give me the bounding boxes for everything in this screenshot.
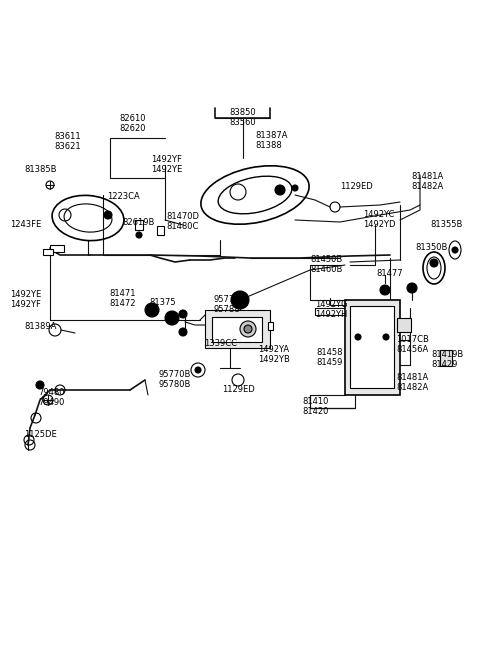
Text: 81355B: 81355B <box>430 220 462 229</box>
Bar <box>50 245 64 252</box>
Circle shape <box>383 334 389 340</box>
Bar <box>135 220 143 230</box>
Circle shape <box>240 321 256 337</box>
Text: 81470D
81480C: 81470D 81480C <box>166 212 199 231</box>
Text: 79480
79490: 79480 79490 <box>39 388 65 407</box>
Text: 1492YG
1492YH: 1492YG 1492YH <box>315 300 348 319</box>
Text: 81350B: 81350B <box>415 243 447 252</box>
Circle shape <box>36 381 44 389</box>
Circle shape <box>292 185 298 191</box>
Bar <box>440 350 452 366</box>
Circle shape <box>165 311 179 325</box>
Circle shape <box>355 334 361 340</box>
Circle shape <box>430 259 438 267</box>
Text: 81375: 81375 <box>150 298 176 307</box>
Circle shape <box>145 303 159 317</box>
Text: 81385B: 81385B <box>24 165 57 174</box>
Text: 81387A
81388: 81387A 81388 <box>256 131 288 150</box>
Bar <box>397 318 411 332</box>
Text: 81477: 81477 <box>376 269 403 278</box>
Text: 82610
82620: 82610 82620 <box>120 114 146 133</box>
Circle shape <box>275 185 285 195</box>
Text: 83611
83621: 83611 83621 <box>55 132 81 151</box>
Bar <box>268 322 273 330</box>
Bar <box>345 300 400 395</box>
Bar <box>212 317 262 342</box>
Bar <box>205 310 270 348</box>
Text: 1223CA: 1223CA <box>107 192 140 201</box>
Circle shape <box>407 283 417 293</box>
Bar <box>350 306 394 388</box>
Text: 81389A: 81389A <box>24 322 56 331</box>
Text: 81481A
81482A: 81481A 81482A <box>412 172 444 191</box>
Circle shape <box>104 211 112 219</box>
Bar <box>43 249 53 255</box>
Circle shape <box>231 291 249 309</box>
Text: 81450B
81460B: 81450B 81460B <box>310 255 342 275</box>
Text: 81410
81420: 81410 81420 <box>303 397 329 417</box>
Text: 82619B: 82619B <box>122 218 155 227</box>
Text: 81471
81472: 81471 81472 <box>110 289 136 308</box>
Circle shape <box>244 325 252 333</box>
Circle shape <box>380 285 390 295</box>
Circle shape <box>179 310 187 318</box>
Text: 83850
83560: 83850 83560 <box>230 108 256 127</box>
Text: 1125DE: 1125DE <box>24 430 57 439</box>
Text: 95770B
95780B: 95770B 95780B <box>159 370 191 390</box>
Circle shape <box>195 367 201 373</box>
Text: 81481A
81482A: 81481A 81482A <box>396 373 428 392</box>
Text: 81458
81459: 81458 81459 <box>316 348 343 367</box>
Text: 81419B
81429: 81419B 81429 <box>431 350 463 369</box>
Bar <box>157 226 164 235</box>
Circle shape <box>136 232 142 238</box>
Text: 1129ED: 1129ED <box>340 182 373 191</box>
Text: 1492YF
1492YE: 1492YF 1492YE <box>151 155 182 174</box>
Text: 95778
95788: 95778 95788 <box>214 295 240 315</box>
Circle shape <box>179 328 187 336</box>
Circle shape <box>452 247 458 253</box>
Text: 1243FE: 1243FE <box>10 220 41 229</box>
Text: 1339CC: 1339CC <box>204 339 237 348</box>
Text: 1492YC
1492YD: 1492YC 1492YD <box>363 210 396 229</box>
Text: 1492YE
1492YF: 1492YE 1492YF <box>10 290 41 309</box>
Text: 1492YA
1492YB: 1492YA 1492YB <box>258 345 290 365</box>
Text: 1017CB
81456A: 1017CB 81456A <box>396 335 429 354</box>
Text: 1129ED: 1129ED <box>222 385 254 394</box>
